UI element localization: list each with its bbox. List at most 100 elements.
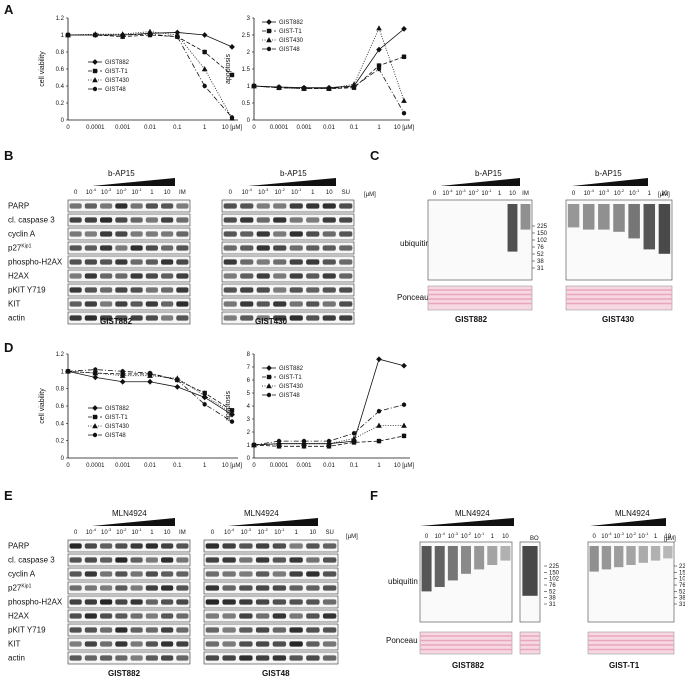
row-label-cyclin-a: cyclin A: [8, 230, 36, 239]
b-left-label: GIST882: [100, 317, 133, 326]
lane-label: 10: [310, 530, 317, 536]
band: [69, 301, 82, 307]
lane-label: 1: [150, 190, 154, 196]
y-tick-label: 8: [247, 352, 251, 358]
y-tick-label: 0: [247, 118, 251, 124]
band: [100, 301, 113, 307]
band: [339, 315, 353, 321]
band: [240, 301, 254, 307]
band: [176, 655, 189, 661]
lane-label: 10-2: [116, 187, 127, 196]
y-axis-label: apoptosis: [225, 54, 232, 84]
c-drug-left: b-AP15: [475, 169, 502, 178]
lane-exponent: -2: [264, 527, 268, 532]
band: [289, 571, 303, 577]
band: [289, 641, 303, 647]
smear: [626, 546, 636, 565]
band: [240, 287, 254, 293]
lane-label: 10: [665, 534, 672, 540]
band: [289, 273, 303, 279]
band: [145, 203, 158, 209]
panel-label-f: F: [370, 488, 378, 503]
band: [205, 585, 220, 591]
x-tick-label: 0.1: [350, 463, 359, 469]
blot-right-2: [221, 227, 355, 241]
row-label-cyclin-a: cyclin A: [8, 570, 36, 579]
band: [306, 231, 320, 237]
lane-label: 10-1: [132, 527, 143, 536]
legend-entry: GIST48: [279, 393, 300, 399]
lane-exponent: -1: [138, 187, 142, 192]
band: [306, 259, 320, 265]
y-tick-label: 0: [61, 118, 65, 124]
x-tick-label: 1: [203, 125, 207, 131]
band: [272, 571, 287, 577]
band: [100, 641, 113, 647]
band: [130, 557, 143, 563]
lane-label: 1: [294, 530, 298, 536]
lane-label: 10-1: [132, 187, 143, 196]
e-gradient-right: [228, 518, 318, 526]
x-tick-label: 0.0001: [86, 125, 105, 131]
lane-label: 10-2: [461, 531, 472, 540]
lane-exponent: -3: [265, 187, 269, 192]
mw-marker: 76: [537, 245, 544, 251]
b-drug-right: b-AP15: [280, 169, 307, 178]
y-tick-label: 0.6: [56, 67, 65, 73]
smear: [461, 546, 471, 574]
band: [240, 273, 254, 279]
lane-label: 10-1: [474, 531, 485, 540]
blot-left-4: [67, 595, 191, 609]
blot-left-3: [67, 581, 191, 595]
p27-superscript: Kip1: [21, 584, 31, 590]
band: [239, 543, 253, 549]
lane-exponent: -2: [475, 188, 479, 193]
f-gradient-left: [420, 518, 514, 526]
lane-label: 10-3: [448, 531, 459, 540]
lane-exponent: -3: [108, 187, 112, 192]
band: [69, 245, 82, 251]
row-label-p27: p27Kip1: [8, 584, 32, 593]
band: [84, 613, 97, 619]
y-tick-label: 0.8: [56, 387, 65, 393]
data-point: [376, 46, 382, 53]
mw-marker: 31: [537, 266, 544, 272]
band: [222, 585, 236, 591]
band: [223, 203, 237, 209]
band: [223, 245, 237, 251]
band: [161, 543, 174, 549]
data-point: [65, 32, 71, 38]
band: [289, 245, 303, 251]
legend-entry: GIST-T1: [105, 69, 128, 75]
c-left-label: GIST882: [455, 315, 488, 324]
y-axis-label: cell viability: [39, 388, 46, 424]
band: [145, 613, 158, 619]
band: [145, 273, 158, 279]
band: [272, 613, 287, 619]
blot-frame: [203, 637, 339, 651]
band: [69, 613, 82, 619]
band: [240, 259, 254, 265]
data-point: [229, 44, 235, 50]
lane-label: 10-4: [86, 187, 97, 196]
row-label-parp: PARP: [8, 202, 29, 211]
band: [289, 655, 303, 661]
band: [130, 245, 143, 251]
lane-label: 1: [654, 534, 658, 540]
legend-marker: [92, 405, 98, 411]
blot-frame: [67, 581, 191, 595]
mw-marker: 31: [679, 602, 685, 608]
band: [256, 301, 270, 307]
panel-label-e: E: [4, 488, 13, 503]
band: [205, 543, 220, 549]
smear: [522, 546, 538, 596]
band: [145, 571, 158, 577]
blot-left-8: [67, 311, 191, 325]
legend-entry: GIST48: [105, 433, 126, 439]
data-point: [276, 85, 282, 90]
band: [306, 315, 320, 321]
band: [161, 557, 174, 563]
band: [176, 557, 189, 563]
mw-marker: 102: [549, 577, 560, 583]
row-label-phospho-h2ax: phospho-H2AX: [8, 258, 63, 267]
